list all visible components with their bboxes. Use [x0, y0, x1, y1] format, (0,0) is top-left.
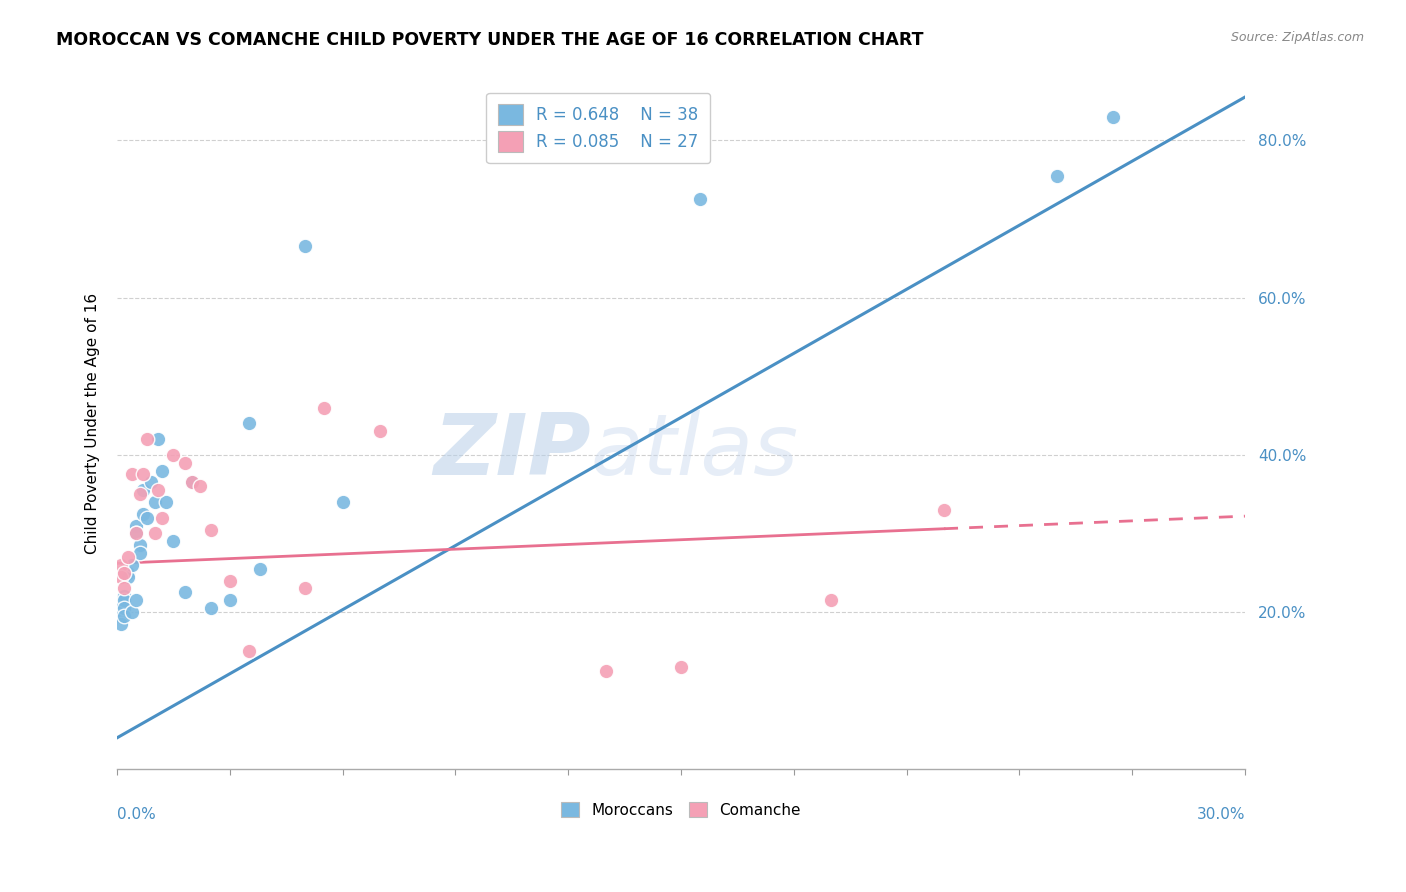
Point: [218, 593, 240, 607]
Point: [110, 593, 132, 607]
Point: [110, 597, 132, 611]
Point: [1046, 169, 1069, 183]
Point: [200, 523, 222, 537]
Point: [181, 475, 204, 490]
Point: [117, 566, 139, 580]
Point: [121, 605, 143, 619]
Point: [114, 590, 136, 604]
Point: [150, 464, 173, 478]
Point: [173, 456, 195, 470]
Point: [181, 475, 204, 490]
Point: [150, 510, 173, 524]
Point: [114, 566, 136, 580]
Text: atlas: atlas: [591, 409, 799, 492]
Point: [1102, 110, 1125, 124]
Point: [934, 503, 956, 517]
Text: ZIP: ZIP: [433, 409, 591, 492]
Point: [132, 507, 155, 521]
Point: [162, 448, 184, 462]
Point: [312, 401, 335, 415]
Point: [110, 616, 132, 631]
Text: Source: ZipAtlas.com: Source: ZipAtlas.com: [1230, 31, 1364, 45]
Point: [218, 574, 240, 588]
Point: [110, 601, 132, 615]
Point: [121, 558, 143, 572]
Point: [200, 601, 222, 615]
Point: [332, 495, 354, 509]
Point: [238, 417, 260, 431]
Point: [820, 593, 842, 607]
Point: [669, 660, 692, 674]
Point: [121, 467, 143, 482]
Point: [155, 495, 177, 509]
Point: [128, 487, 150, 501]
Point: [148, 483, 170, 498]
Point: [136, 432, 159, 446]
Point: [162, 534, 184, 549]
Point: [114, 609, 136, 624]
Point: [117, 549, 139, 564]
Y-axis label: Child Poverty Under the Age of 16: Child Poverty Under the Age of 16: [86, 293, 100, 554]
Point: [125, 593, 148, 607]
Point: [128, 538, 150, 552]
Point: [114, 593, 136, 607]
Point: [114, 601, 136, 615]
Point: [368, 424, 391, 438]
Text: 30.0%: 30.0%: [1197, 807, 1244, 822]
Point: [294, 239, 316, 253]
Legend: Moroccans, Comanche: Moroccans, Comanche: [555, 796, 807, 824]
Point: [143, 526, 166, 541]
Point: [595, 664, 617, 678]
Point: [173, 585, 195, 599]
Point: [128, 546, 150, 560]
Point: [249, 562, 271, 576]
Point: [188, 479, 211, 493]
Point: [125, 526, 148, 541]
Point: [110, 558, 132, 572]
Point: [136, 510, 159, 524]
Text: MOROCCAN VS COMANCHE CHILD POVERTY UNDER THE AGE OF 16 CORRELATION CHART: MOROCCAN VS COMANCHE CHILD POVERTY UNDER…: [56, 31, 924, 49]
Point: [132, 483, 155, 498]
Point: [238, 644, 260, 658]
Point: [139, 475, 162, 490]
Point: [132, 467, 155, 482]
Point: [110, 570, 132, 584]
Point: [143, 495, 166, 509]
Point: [148, 432, 170, 446]
Point: [114, 582, 136, 596]
Point: [294, 582, 316, 596]
Point: [125, 518, 148, 533]
Point: [110, 609, 132, 624]
Point: [689, 192, 711, 206]
Point: [117, 570, 139, 584]
Point: [125, 526, 148, 541]
Text: 0.0%: 0.0%: [117, 807, 156, 822]
